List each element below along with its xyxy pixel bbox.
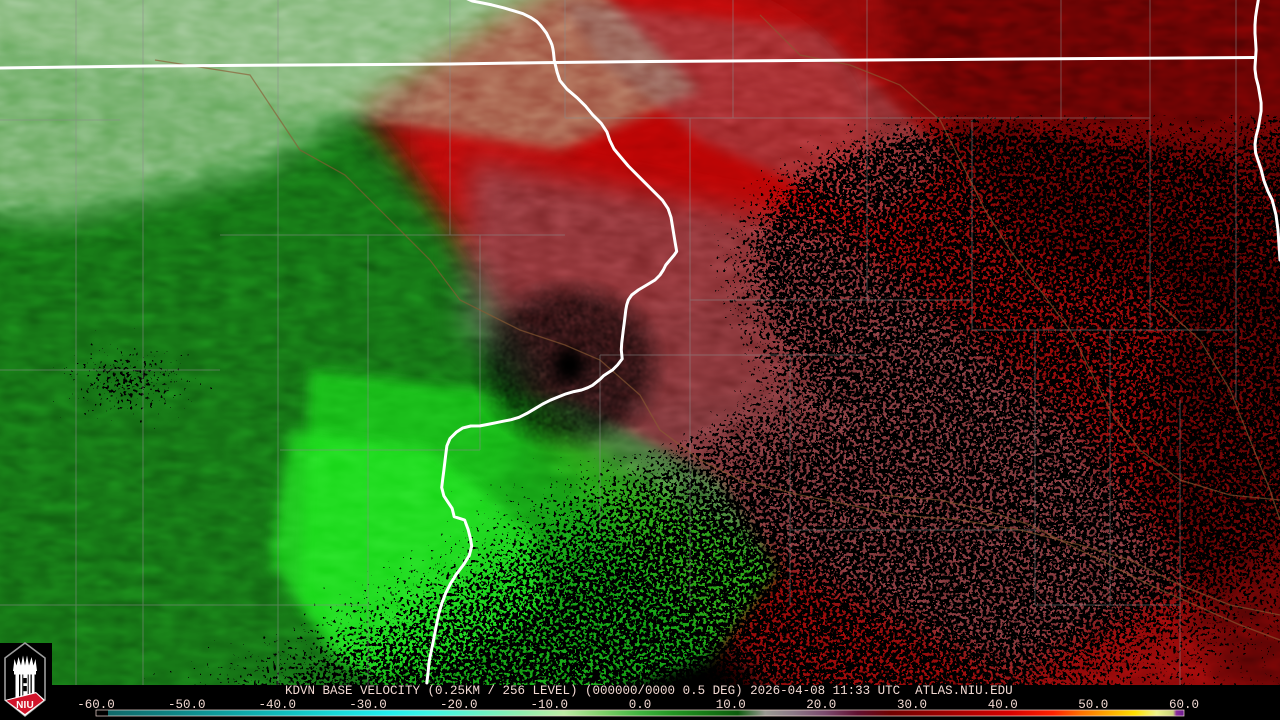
- svg-text:KDVN BASE VELOCITY (0.25KM / 2: KDVN BASE VELOCITY (0.25KM / 256 LEVEL) …: [285, 684, 1013, 698]
- svg-text:NIU: NIU: [16, 700, 34, 711]
